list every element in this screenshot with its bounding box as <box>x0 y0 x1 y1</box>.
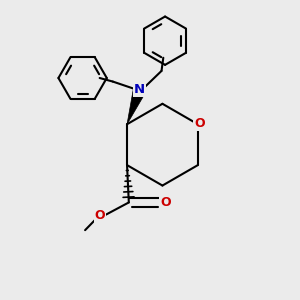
Text: O: O <box>160 196 171 209</box>
Text: O: O <box>95 209 105 222</box>
Polygon shape <box>127 88 146 124</box>
Text: O: O <box>194 117 205 130</box>
Text: N: N <box>134 83 145 96</box>
